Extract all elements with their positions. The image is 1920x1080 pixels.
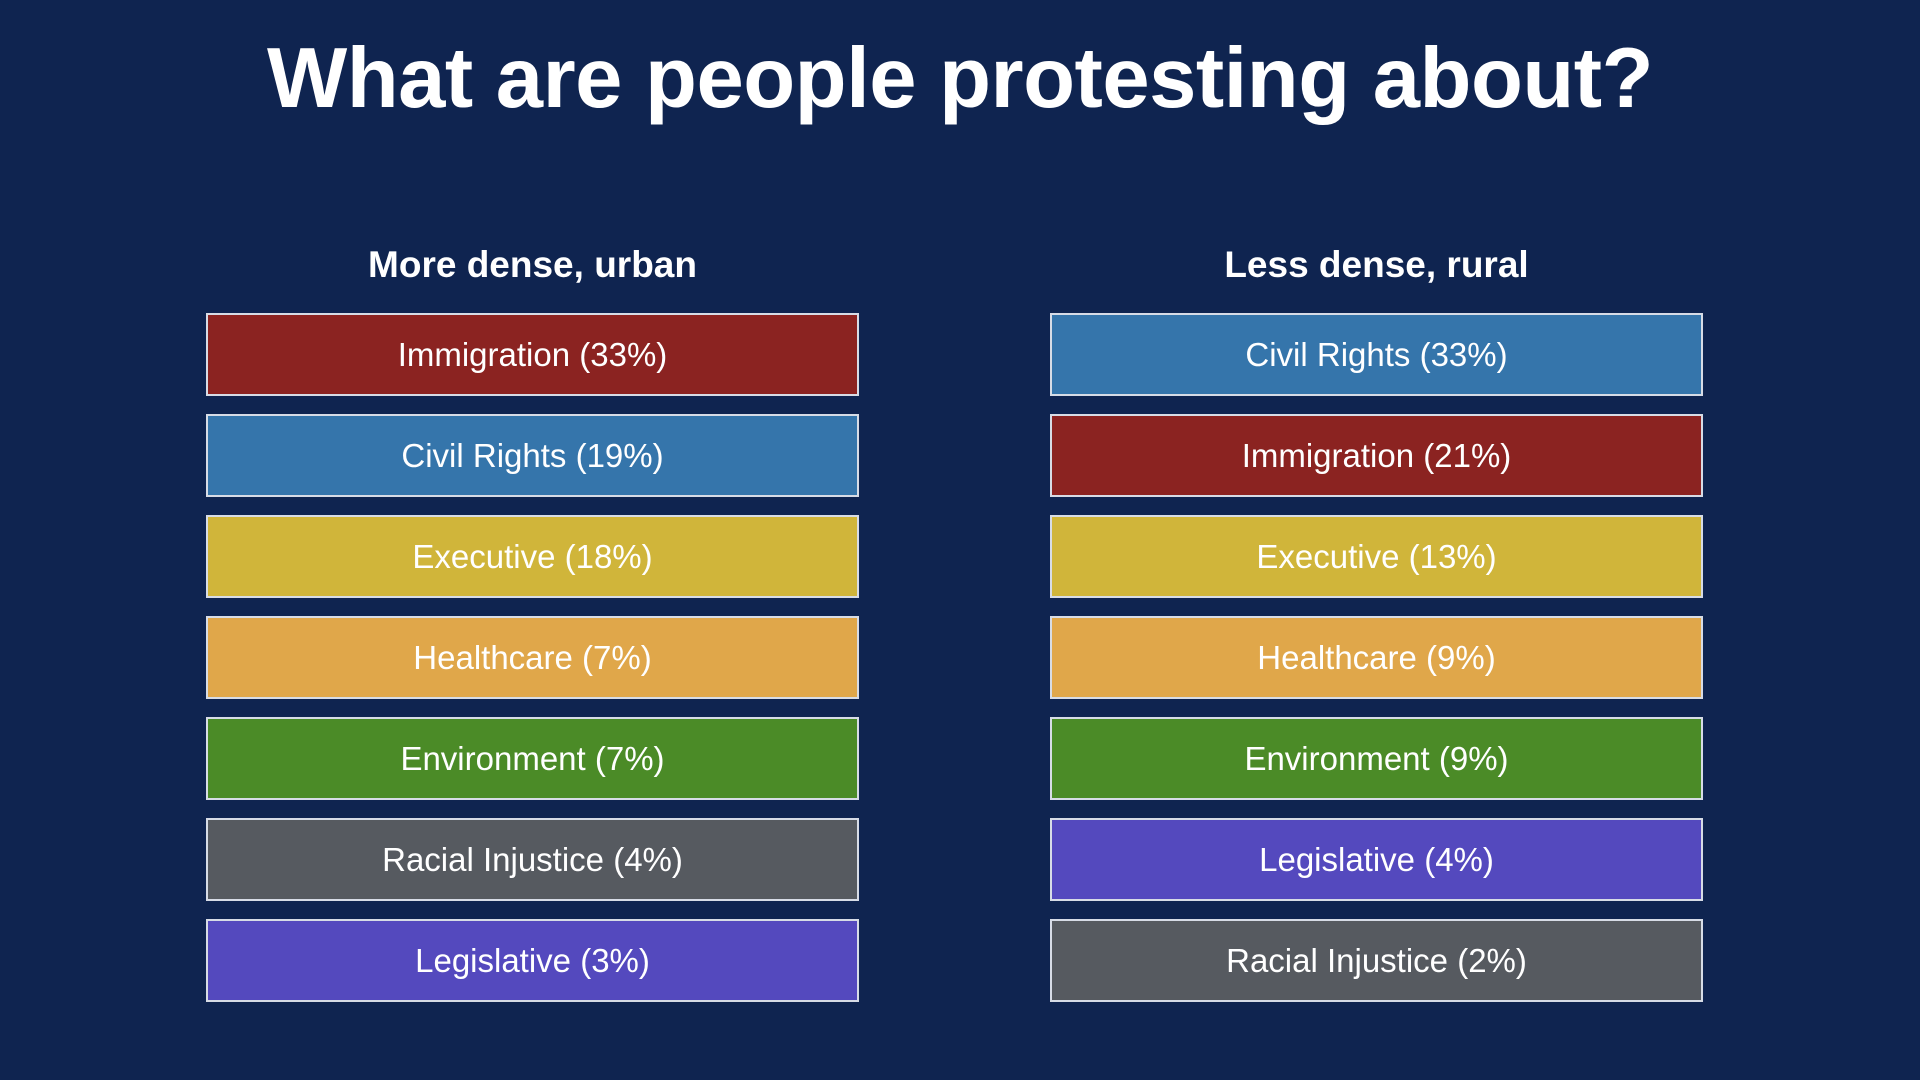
bar-row[interactable]: Legislative (4%) xyxy=(1050,817,1703,901)
bar-label: Healthcare (9%) xyxy=(1257,638,1496,676)
bar-list-rural: Civil Rights (33%) Immigration (21%) Exe… xyxy=(1050,312,1703,1002)
bar-row[interactable]: Legislative (3%) xyxy=(206,918,859,1002)
bar-label: Racial Injustice (4%) xyxy=(382,840,683,878)
bar-row[interactable]: Healthcare (9%) xyxy=(1050,615,1703,699)
bar-list-urban: Immigration (33%) Civil Rights (19%) Exe… xyxy=(206,312,859,1002)
page-title: What are people protesting about? xyxy=(266,31,1654,126)
bar-label: Executive (13%) xyxy=(1256,537,1497,575)
bar-row[interactable]: Executive (18%) xyxy=(206,514,859,598)
column-heading-urban: More dense, urban xyxy=(368,244,697,285)
bar-label: Racial Injustice (2%) xyxy=(1226,941,1527,979)
bar-row[interactable]: Environment (7%) xyxy=(206,716,859,800)
bar-row[interactable]: Civil Rights (19%) xyxy=(206,413,859,497)
bar-label: Executive (18%) xyxy=(412,537,653,575)
bar-row[interactable]: Environment (9%) xyxy=(1050,716,1703,800)
bar-row[interactable]: Executive (13%) xyxy=(1050,514,1703,598)
columns-container: More dense, urban Immigration (33%) Civi… xyxy=(0,244,1920,1035)
bar-label: Environment (9%) xyxy=(1244,739,1509,777)
column-less-dense-rural: Less dense, rural Civil Rights (33%) Imm… xyxy=(1050,244,1703,1002)
bar-row[interactable]: Civil Rights (33%) xyxy=(1050,312,1703,396)
bar-row[interactable]: Immigration (21%) xyxy=(1050,413,1703,497)
bar-label: Civil Rights (19%) xyxy=(401,436,664,474)
column-more-dense-urban: More dense, urban Immigration (33%) Civi… xyxy=(206,244,859,1002)
bar-row[interactable]: Healthcare (7%) xyxy=(206,615,859,699)
bar-label: Legislative (4%) xyxy=(1259,840,1494,878)
bar-label: Immigration (33%) xyxy=(397,335,668,373)
bar-row[interactable]: Racial Injustice (4%) xyxy=(206,817,859,901)
bar-row[interactable]: Immigration (33%) xyxy=(206,312,859,396)
bar-label: Environment (7%) xyxy=(400,739,665,777)
column-heading-rural: Less dense, rural xyxy=(1224,244,1529,285)
bar-label: Healthcare (7%) xyxy=(413,638,652,676)
bar-label: Civil Rights (33%) xyxy=(1245,335,1508,373)
bar-label: Immigration (21%) xyxy=(1241,436,1512,474)
bar-row[interactable]: Racial Injustice (2%) xyxy=(1050,918,1703,1002)
bar-label: Legislative (3%) xyxy=(415,941,650,979)
